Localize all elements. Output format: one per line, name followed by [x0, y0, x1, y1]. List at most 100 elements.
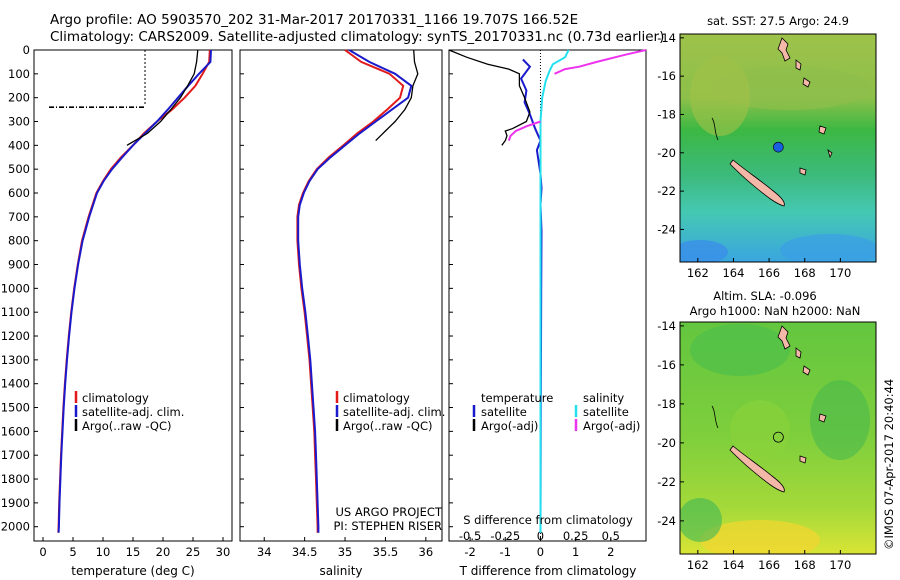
- depth-tick-label: 100: [8, 67, 30, 81]
- depth-tick-label: 200: [8, 91, 30, 105]
- legend-header-salinity: salinity: [583, 391, 624, 405]
- s-difference-tick-label: -0.5: [459, 529, 481, 543]
- depth-tick-label: 800: [8, 234, 30, 248]
- lon-tick-label: 162: [687, 266, 709, 280]
- lat-tick-label: -16: [657, 358, 676, 372]
- x-tick-label: 25: [186, 545, 201, 559]
- depth-tick-label: 600: [8, 186, 30, 200]
- x-tick-label: 20: [156, 545, 171, 559]
- lon-tick-label: 170: [829, 558, 851, 572]
- depth-tick-label: 300: [8, 115, 30, 129]
- credit-pi: PI: STEPHEN RISER: [334, 519, 443, 533]
- t-difference-xlabel: T difference from climatology: [459, 564, 637, 578]
- legend-temp-argo: Argo(-adj): [481, 419, 538, 433]
- lon-tick-label: 164: [722, 558, 744, 572]
- series-satellite-adj-clim: [57, 49, 212, 533]
- depth-tick-label: 900: [8, 258, 30, 272]
- series-argo-raw-qc: [126, 49, 199, 146]
- depth-tick-label: 1500: [1, 401, 30, 415]
- series-climatology: [296, 49, 405, 533]
- sst-map-panel: sat. SST: 27.5 Argo: 24.9 162 164 166 168 17…: [657, 14, 877, 280]
- temperature-lines: [57, 49, 212, 533]
- series-temperature-argo-adj: [448, 49, 531, 146]
- sla-map-panel: Altim. SLA: -0.096 Argo h1000: NaN h2000…: [657, 289, 877, 572]
- x-tick-label: 1: [572, 545, 579, 559]
- s-difference-label: S difference from climatology: [463, 513, 633, 527]
- sla-map-title-2: Argo h1000: NaN h2000: NaN: [690, 304, 861, 318]
- salinity-legend: climatology satellite-adj. clim. Argo(..…: [335, 391, 445, 433]
- legend-climatology: climatology: [343, 391, 410, 405]
- temperature-legend: climatology satellite-adj. clim. Argo(..…: [74, 391, 184, 433]
- argo-location-marker: [772, 431, 784, 443]
- difference-lines: [448, 49, 647, 541]
- header-line-2: Climatology: CARS2009. Satellite-adjuste…: [50, 29, 664, 45]
- x-tick-label: 5: [69, 545, 76, 559]
- sla-map-ticks: 162 164 166 168 170 -14 -16 -18 -20 -22 -24: [657, 319, 851, 572]
- temperature-annotations: [49, 50, 146, 109]
- depth-tick-label: 1000: [1, 281, 30, 295]
- series-salinity-satellite: [539, 49, 570, 533]
- depth-tick-label: 1600: [1, 424, 30, 438]
- lon-tick-label: 170: [829, 266, 851, 280]
- sst-land: [729, 37, 833, 207]
- salinity-axes-frame: [239, 49, 443, 542]
- x-tick-label: 35: [338, 545, 353, 559]
- x-tick-label: 35.5: [373, 545, 399, 559]
- temperature-xlabel: temperature (deg C): [71, 564, 194, 578]
- lat-tick-label: -18: [657, 107, 676, 121]
- lat-tick-label: -20: [657, 146, 676, 160]
- t-difference-tick-labels: -2 -1 0 1 2: [464, 537, 614, 559]
- legend-sal-satellite: satellite: [583, 405, 629, 419]
- sst-map-title: sat. SST: 27.5 Argo: 24.9: [707, 14, 849, 28]
- series-satellite-adj-clim: [297, 49, 413, 533]
- lon-tick-label: 166: [758, 266, 780, 280]
- legend-climatology: climatology: [82, 391, 149, 405]
- lon-tick-label: 168: [794, 266, 816, 280]
- lat-tick-label: -14: [657, 31, 676, 45]
- salinity-lines: [296, 49, 419, 533]
- legend-sal-argo: Argo(-adj): [583, 419, 640, 433]
- x-tick-label: 0: [39, 545, 46, 559]
- lat-tick-label: -22: [657, 184, 676, 198]
- lat-tick-label: -24: [657, 222, 676, 236]
- series-temperature-satellite: [519, 58, 543, 527]
- depth-tick-label: 1100: [1, 305, 30, 319]
- x-tick-label: 15: [126, 545, 141, 559]
- lon-tick-label: 166: [758, 558, 780, 572]
- legend-satellite: satellite-adj. clim.: [343, 405, 445, 419]
- legend-argo: Argo(..raw -QC): [343, 419, 433, 433]
- lat-tick-label: -18: [657, 397, 676, 411]
- depth-tick-labels: 0 100 200 300 400 500 600 700 800 900 1000 1100 1200…: [1, 43, 453, 534]
- depth-tick-label: 0: [23, 43, 30, 57]
- lat-tick-label: -14: [657, 319, 676, 333]
- lat-tick-label: -16: [657, 69, 676, 83]
- salinity-xlabel: salinity: [319, 564, 362, 578]
- lon-tick-label: 168: [794, 558, 816, 572]
- lat-tick-label: -24: [657, 514, 676, 528]
- legend-satellite: satellite-adj. clim.: [82, 405, 184, 419]
- x-tick-label: 0: [537, 545, 544, 559]
- header-line-1: Argo profile: AO 5903570_202 31-Mar-2017…: [50, 12, 578, 28]
- x-tick-label: 34: [257, 545, 272, 559]
- series-climatology: [57, 49, 211, 533]
- x-tick-label: 30: [216, 545, 231, 559]
- depth-tick-label: 1400: [1, 377, 30, 391]
- depth-tick-label: 1700: [1, 448, 30, 462]
- x-tick-label: 10: [96, 545, 111, 559]
- depth-tick-label: 2000: [1, 520, 30, 534]
- depth-tick-label: 400: [8, 138, 30, 152]
- sla-land: [729, 325, 827, 493]
- x-tick-label: 36: [419, 545, 434, 559]
- depth-tick-label: 500: [8, 162, 30, 176]
- depth-tick-label: 1300: [1, 353, 30, 367]
- series-salinity-argo-adj: [554, 49, 647, 75]
- credit-project: US ARGO PROJECT: [335, 505, 443, 519]
- sla-map-title-1: Altim. SLA: -0.096: [713, 289, 817, 303]
- temperature-tick-labels: 0 5 10 15 20 25 30: [39, 537, 230, 559]
- sst-map-ticks: 162 164 166 168 170 -14 -16 -18 -20 -22 -24: [657, 31, 851, 280]
- salinity-tick-labels: 34 34.5 35 35.5 36: [257, 537, 433, 559]
- x-tick-label: -1: [500, 545, 511, 559]
- x-tick-label: 2: [607, 545, 614, 559]
- lon-tick-label: 164: [722, 266, 744, 280]
